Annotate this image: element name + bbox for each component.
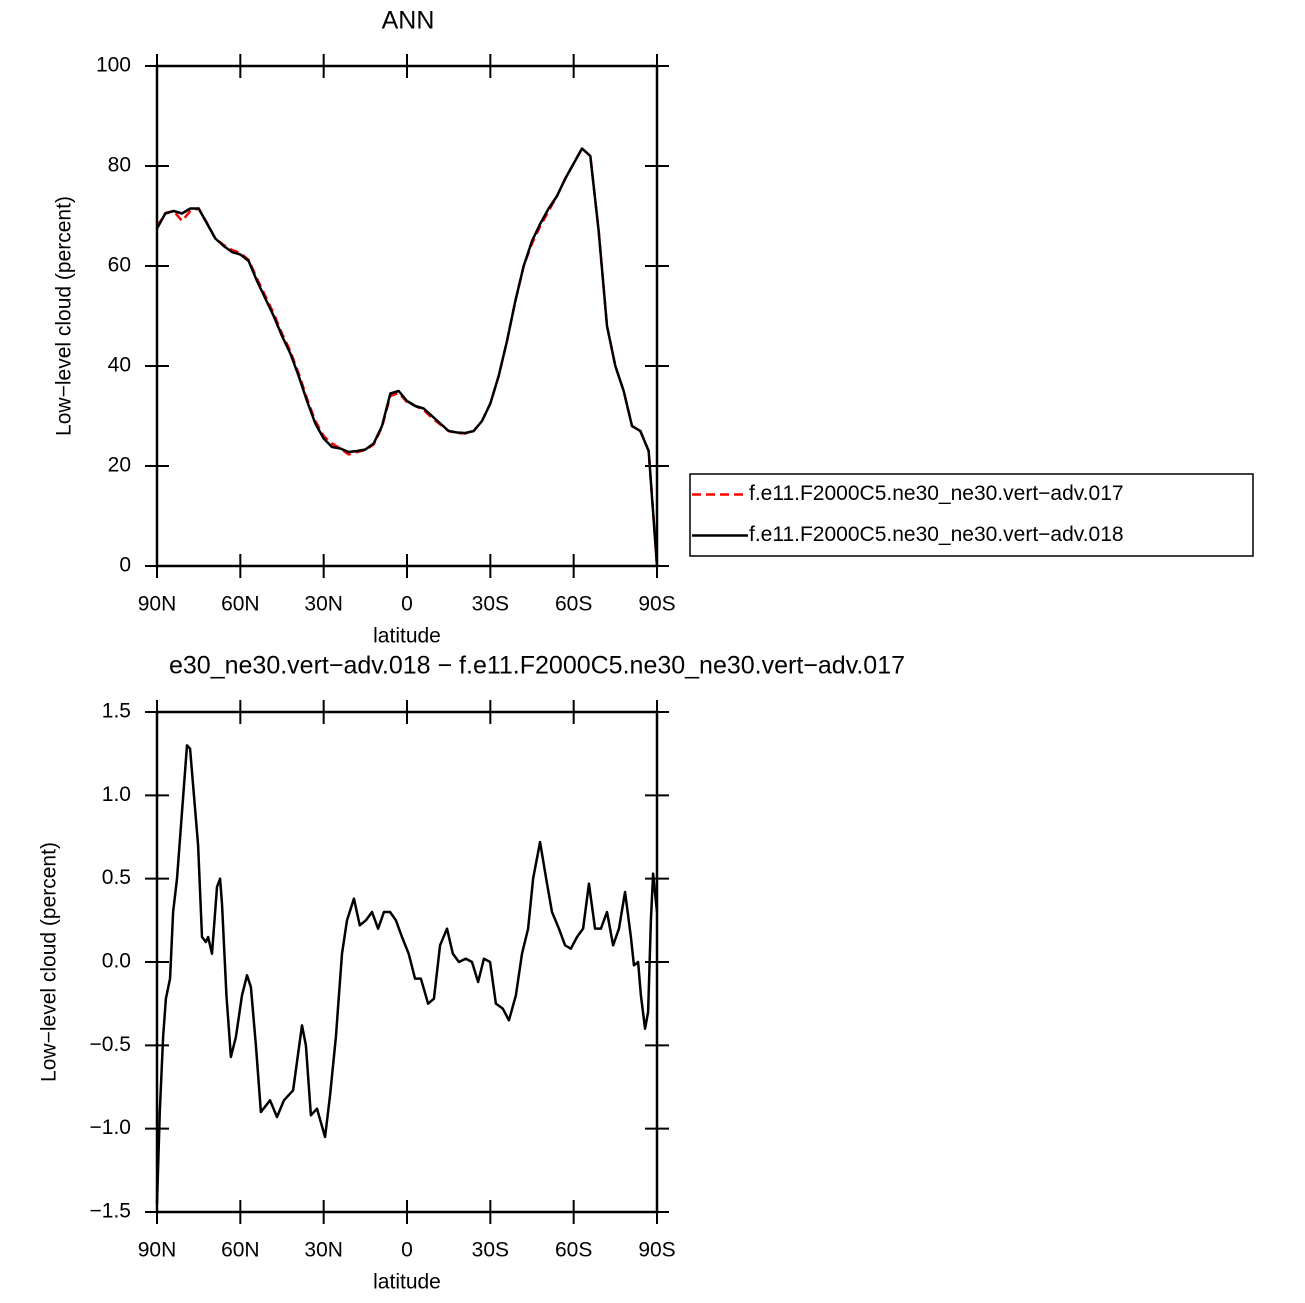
y-tick-label: 80 <box>108 154 131 177</box>
y-tick-label: 40 <box>108 354 131 377</box>
y-tick-label: 0.5 <box>102 866 131 889</box>
y-tick-label: 60 <box>108 254 131 277</box>
x-tick-label: 0 <box>401 593 413 616</box>
y-tick-label: 100 <box>96 54 131 77</box>
data-line <box>155 744 659 1204</box>
y-tick-label: 0 <box>119 554 131 577</box>
x-tick-label: 0 <box>401 1239 413 1262</box>
x-tick-label: 90N <box>138 593 177 616</box>
x-tick-label: 60S <box>555 593 592 616</box>
legend-label: f.e11.F2000C5.ne30_ne30.vert−adv.017 <box>749 482 1124 505</box>
plot-frame <box>155 710 659 1214</box>
x-tick-label: 60N <box>221 1239 260 1262</box>
x-tick-label: 90S <box>638 1239 675 1262</box>
x-axis-label: latitude <box>373 625 441 648</box>
y-tick-label: 1.5 <box>102 700 131 723</box>
x-tick-label: 90N <box>138 1239 177 1262</box>
y-tick-label: −0.5 <box>90 1033 131 1056</box>
legend-label: f.e11.F2000C5.ne30_ne30.vert−adv.018 <box>749 523 1124 546</box>
plot-frame <box>155 64 659 568</box>
y-tick-label: 0.0 <box>102 950 131 973</box>
x-tick-label: 30N <box>304 593 343 616</box>
y-tick-label: 20 <box>108 454 131 477</box>
y-axis-label: Low−level cloud (percent) <box>53 196 76 436</box>
y-tick-label: −1.0 <box>90 1116 131 1139</box>
x-axis-label: latitude <box>373 1271 441 1294</box>
data-line <box>155 147 659 567</box>
x-tick-label: 30S <box>472 1239 509 1262</box>
x-tick-label: 60N <box>221 593 260 616</box>
y-tick-label: 1.0 <box>102 783 131 806</box>
x-tick-label: 90S <box>638 593 675 616</box>
chart-title: ANN <box>382 7 435 35</box>
x-tick-label: 30N <box>304 1239 343 1262</box>
y-tick-label: −1.5 <box>90 1200 131 1223</box>
legend-box <box>689 473 1254 557</box>
x-tick-label: 60S <box>555 1239 592 1262</box>
x-tick-label: 30S <box>472 593 509 616</box>
chart-title: e30_ne30.vert−adv.018 − f.e11.F2000C5.ne… <box>169 652 905 680</box>
y-axis-label: Low−level cloud (percent) <box>38 842 61 1082</box>
data-line <box>155 147 659 567</box>
